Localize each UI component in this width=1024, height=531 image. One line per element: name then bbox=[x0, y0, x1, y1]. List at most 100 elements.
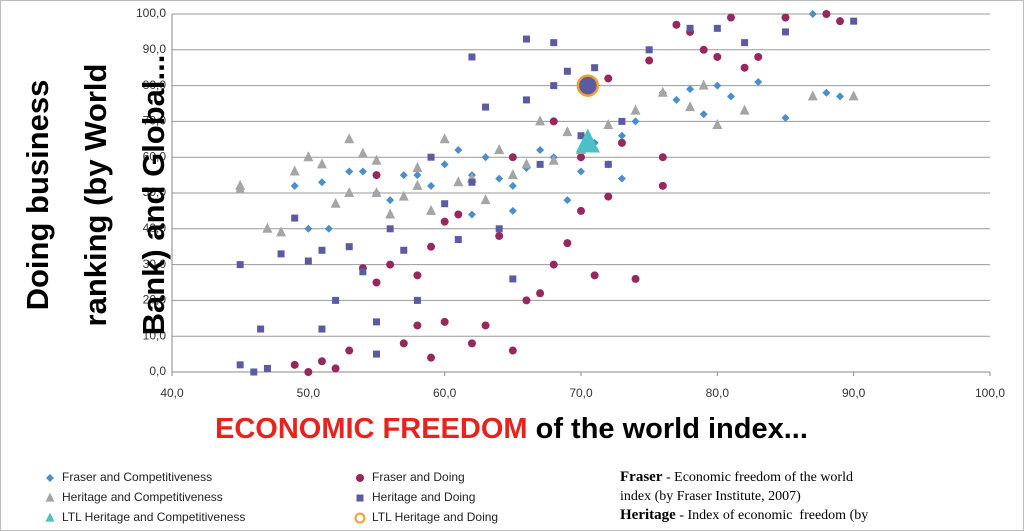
point bbox=[454, 236, 462, 244]
legend-item: Heritage and Competitiveness bbox=[45, 490, 223, 504]
point bbox=[645, 56, 654, 65]
point bbox=[276, 226, 287, 237]
point bbox=[480, 194, 491, 205]
point bbox=[357, 147, 368, 158]
point bbox=[373, 318, 380, 326]
point bbox=[468, 178, 476, 186]
point bbox=[250, 368, 258, 376]
point bbox=[440, 160, 449, 169]
point bbox=[577, 167, 585, 176]
point bbox=[332, 296, 340, 304]
point bbox=[631, 117, 640, 126]
legend-marker bbox=[45, 512, 55, 522]
note: index (by Fraser Institute, 2007) bbox=[620, 489, 801, 504]
point bbox=[645, 46, 653, 54]
point bbox=[494, 144, 505, 155]
point bbox=[257, 325, 265, 333]
point bbox=[726, 13, 735, 22]
point bbox=[822, 10, 831, 18]
point bbox=[467, 339, 476, 348]
point bbox=[385, 208, 396, 219]
point bbox=[576, 74, 600, 97]
point bbox=[754, 78, 763, 87]
point bbox=[468, 53, 476, 61]
point bbox=[603, 118, 614, 129]
point bbox=[658, 181, 667, 190]
point bbox=[617, 138, 626, 147]
point bbox=[836, 92, 845, 101]
point bbox=[304, 368, 313, 376]
point bbox=[345, 167, 354, 176]
point bbox=[631, 274, 640, 283]
point bbox=[359, 268, 367, 276]
point bbox=[467, 210, 476, 219]
point bbox=[317, 357, 326, 366]
point bbox=[522, 96, 530, 104]
point bbox=[577, 206, 585, 215]
point bbox=[850, 17, 858, 25]
point bbox=[318, 325, 326, 333]
legend-item: Fraser and Doing bbox=[356, 470, 465, 484]
point bbox=[617, 131, 626, 140]
point bbox=[836, 17, 845, 26]
y-axis-title: ranking (by World bbox=[78, 64, 113, 327]
point bbox=[482, 103, 490, 111]
legend-label: LTL Heritage and Doing bbox=[372, 510, 498, 524]
note-term: Heritage bbox=[620, 507, 676, 523]
point bbox=[386, 196, 395, 205]
point bbox=[658, 153, 667, 162]
note-text: - Economic freedom of the world bbox=[662, 470, 853, 485]
point bbox=[522, 35, 530, 43]
point bbox=[754, 52, 763, 61]
point bbox=[807, 90, 818, 101]
point bbox=[509, 275, 517, 283]
point bbox=[345, 346, 354, 355]
legend-label: Fraser and Competitiveness bbox=[62, 470, 212, 484]
point bbox=[413, 296, 421, 304]
x-tick-label: 40,0 bbox=[160, 386, 184, 400]
point bbox=[536, 289, 545, 298]
x-tick-label: 100,0 bbox=[975, 386, 1005, 400]
point bbox=[441, 200, 449, 208]
point bbox=[672, 20, 681, 29]
note: Heritage - Index of economic freedom (by bbox=[620, 507, 868, 523]
point bbox=[495, 225, 503, 233]
point bbox=[316, 158, 327, 169]
note-text: - Index of economic freedom (by bbox=[676, 508, 868, 523]
point bbox=[454, 146, 463, 155]
point bbox=[386, 225, 394, 233]
point bbox=[235, 183, 246, 194]
point bbox=[577, 132, 585, 140]
point bbox=[575, 128, 600, 153]
point bbox=[686, 24, 694, 32]
x-tick-label: 70,0 bbox=[569, 386, 593, 400]
point bbox=[495, 174, 504, 183]
legend-label: Heritage and Doing bbox=[372, 490, 475, 504]
point bbox=[740, 63, 749, 72]
point bbox=[386, 260, 395, 269]
point bbox=[699, 110, 708, 119]
series bbox=[236, 17, 858, 376]
series bbox=[290, 10, 845, 376]
point bbox=[726, 92, 735, 101]
x-tick-label: 60,0 bbox=[433, 386, 457, 400]
y-tick-label: 10,0 bbox=[143, 328, 167, 342]
point bbox=[317, 178, 326, 187]
point bbox=[699, 45, 708, 54]
point bbox=[373, 350, 380, 358]
point bbox=[453, 176, 464, 187]
series bbox=[575, 128, 600, 153]
point bbox=[604, 160, 612, 168]
legend-item: LTL Heritage and Competitiveness bbox=[45, 510, 245, 524]
point bbox=[549, 117, 558, 126]
point bbox=[741, 39, 749, 47]
point bbox=[739, 104, 750, 115]
point bbox=[413, 271, 422, 280]
point bbox=[507, 169, 518, 180]
point bbox=[413, 321, 422, 330]
point bbox=[371, 154, 382, 165]
point bbox=[563, 239, 572, 248]
point bbox=[344, 133, 355, 144]
